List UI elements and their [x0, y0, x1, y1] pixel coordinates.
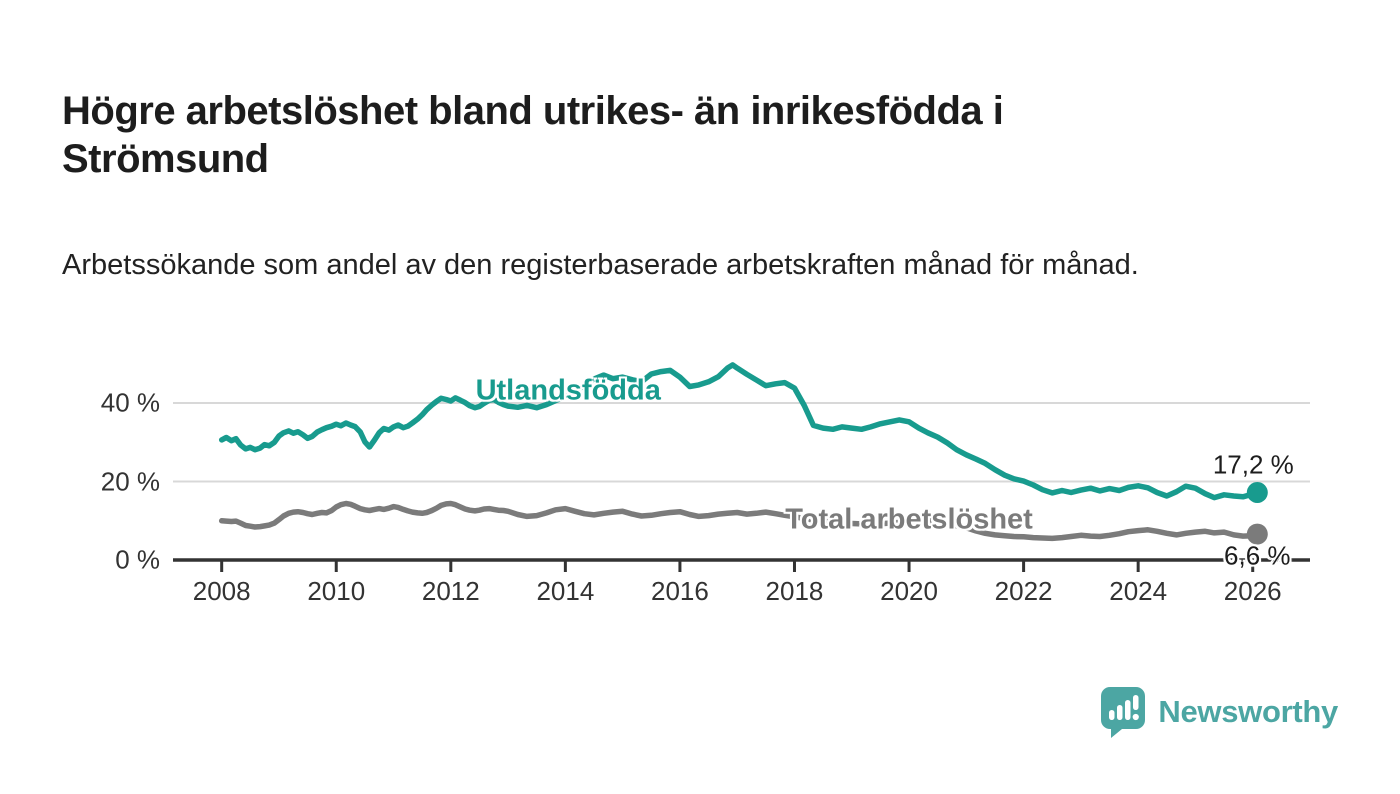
series-end-dot: [1246, 481, 1268, 503]
x-tick-label: 2018: [765, 576, 824, 606]
x-tick-label: 2024: [1109, 576, 1168, 606]
newsworthy-logo-icon: [1100, 686, 1146, 738]
series-line-total-arbetsl-shet: [218, 500, 1261, 542]
x-tick-label: 2012: [421, 576, 480, 606]
chart-title: Högre arbetslöshet bland utrikes- än inr…: [62, 88, 1004, 181]
newsworthy-logo-text: Newsworthy: [1158, 694, 1338, 729]
series-end-dot: [1246, 523, 1268, 545]
series-label: Total arbetslöshet: [785, 503, 1033, 536]
y-tick-label: 20 %: [100, 466, 160, 496]
y-tick-label: 40 %: [100, 387, 160, 418]
x-tick-label: 2016: [651, 576, 709, 606]
series-label: Utlandsfödda: [475, 374, 661, 407]
newsworthy-branding: Newsworthy: [1100, 686, 1338, 738]
x-tick-label: 2010: [307, 576, 366, 606]
series-line-utlandsf-dda: [218, 362, 1261, 501]
series-end-value-label: 6,6 %: [1224, 540, 1291, 571]
x-tick-label: 2020: [880, 576, 938, 606]
series-end-value-label: 17,2 %: [1212, 449, 1294, 480]
x-tick-label: 2008: [192, 576, 251, 606]
x-tick-label: 2014: [536, 576, 595, 606]
chart-subtitle: Arbetssökande som andel av den registerb…: [62, 249, 1139, 281]
x-tick-label: 2026: [1223, 576, 1282, 606]
y-tick-label: 0 %: [115, 544, 160, 575]
x-tick-label: 2022: [994, 576, 1053, 606]
